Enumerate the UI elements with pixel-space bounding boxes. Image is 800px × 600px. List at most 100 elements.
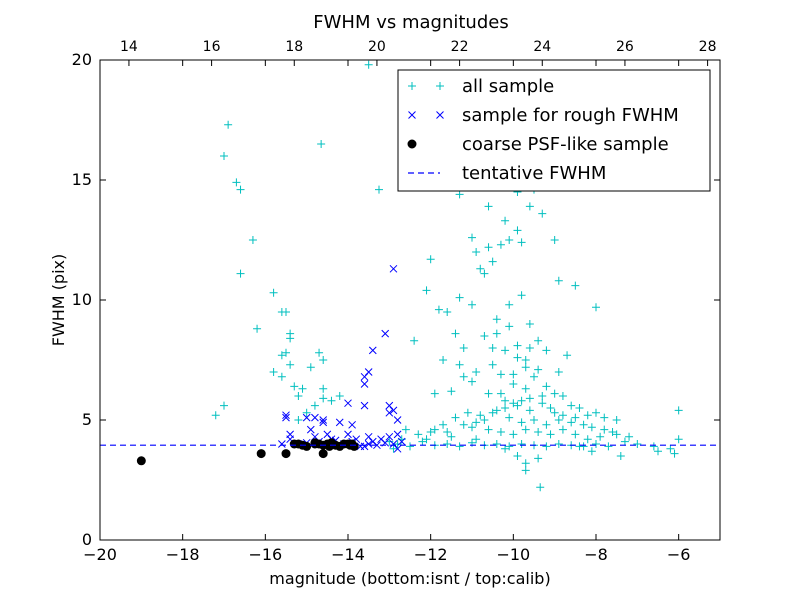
y-tick-label: 20 [72, 50, 92, 69]
x-tick-label: −6 [667, 545, 691, 564]
top-x-tick-label: 26 [616, 39, 634, 55]
all-sample-point [513, 401, 522, 410]
all-sample-point [608, 428, 617, 436]
rough-fwhm-point [397, 437, 406, 446]
all-sample-point [525, 394, 534, 403]
all-sample-point [455, 190, 464, 199]
all-sample-point [501, 346, 510, 355]
all-sample-point [550, 389, 559, 398]
legend-swatch [436, 82, 444, 90]
all-sample-point [517, 396, 526, 405]
all-sample-point [542, 420, 551, 429]
all-sample-point [501, 396, 510, 405]
legend-tentative-fwhm: tentative FWHM [408, 163, 606, 184]
all-sample-point [546, 430, 555, 439]
all-sample-point [496, 240, 505, 249]
all-sample-point [302, 408, 311, 417]
all-sample-point [459, 372, 468, 381]
all-sample-point [253, 324, 262, 333]
all-sample-point [505, 413, 514, 422]
all-sample-point [443, 440, 452, 448]
all-sample-point [674, 435, 683, 444]
all-sample-point [505, 322, 514, 331]
all-sample-point [521, 356, 530, 364]
all-sample-point [364, 60, 373, 69]
legend-psf-like: coarse PSF-like sample [407, 134, 669, 155]
all-sample-point [550, 408, 559, 417]
all-sample-point [596, 432, 605, 441]
all-sample-point [517, 238, 526, 247]
all-sample-point [269, 288, 278, 297]
all-sample-point [509, 380, 518, 388]
all-sample-point [463, 408, 472, 417]
x-axis-top: 14 16 18 20 22 24 26 28 [120, 39, 717, 66]
all-sample-point [468, 423, 476, 432]
rough-fwhm-point [389, 264, 398, 273]
all-sample-point [579, 442, 588, 451]
all-sample-point [509, 430, 518, 439]
all-sample-point [480, 269, 489, 278]
psf-like-point [318, 449, 328, 459]
all-sample-point [525, 406, 534, 415]
all-sample-point [583, 411, 592, 420]
all-sample-point [496, 389, 505, 398]
all-sample-point [666, 444, 675, 453]
all-sample-point [315, 348, 324, 357]
all-sample-point [554, 368, 563, 376]
legend: all sample sample for rough FWHM coarse PS… [397, 69, 711, 192]
rough-fwhm-point [393, 416, 402, 424]
all-sample-point [492, 406, 501, 415]
rough-fwhm-point [335, 418, 344, 427]
rough-fwhm-point [282, 411, 290, 420]
all-sample-point [488, 257, 497, 266]
top-x-tick-label: 16 [203, 39, 221, 55]
rough-fwhm-point [319, 418, 328, 427]
all-sample-point [620, 437, 629, 446]
all-sample-point [480, 332, 489, 340]
all-sample-point [447, 432, 456, 441]
all-sample-point [513, 226, 522, 235]
all-sample-point [327, 396, 336, 405]
all-sample-point [393, 440, 402, 448]
all-sample-point [542, 346, 551, 355]
all-sample-point [282, 348, 290, 357]
psf-like-point [324, 441, 334, 451]
rough-fwhm-point [319, 416, 328, 424]
all-sample-point [319, 384, 328, 393]
all-sample-point [455, 442, 464, 451]
chart-title: FWHM vs magnitudes [313, 12, 508, 33]
all-sample-point [375, 185, 383, 194]
all-sample-point [542, 382, 551, 391]
rough-fwhm-point [389, 406, 398, 415]
y-tick-label: 10 [72, 290, 92, 309]
all-sample-point [583, 435, 592, 444]
all-sample-point [571, 430, 580, 439]
all-sample-point [410, 336, 419, 345]
all-sample-point [517, 291, 526, 300]
all-sample-point [269, 368, 278, 376]
rough-fwhm-point [344, 430, 352, 439]
rough-fwhm-point [302, 413, 311, 422]
rough-fwhm-point [393, 444, 402, 453]
all-sample-point [513, 452, 522, 460]
all-sample-point [649, 442, 658, 451]
rough-fwhm-point [282, 413, 290, 422]
all-sample-point [277, 372, 286, 381]
all-sample-point [496, 370, 505, 379]
all-sample-point [563, 351, 572, 360]
rough-fwhm-point [381, 329, 390, 338]
all-sample-point [505, 236, 514, 244]
all-sample-point [571, 281, 580, 290]
all-sample-point [579, 420, 588, 429]
all-sample-point [439, 356, 448, 364]
all-sample-point [317, 140, 326, 148]
series-dot [136, 438, 359, 466]
series-x [278, 264, 406, 453]
all-sample-point [459, 420, 468, 429]
all-sample-point [439, 420, 448, 429]
legend-label: coarse PSF-like sample [462, 134, 669, 155]
rough-fwhm-point [348, 420, 356, 429]
rough-fwhm-point [364, 440, 373, 448]
all-sample-point [468, 300, 476, 309]
all-sample-point [496, 428, 505, 436]
